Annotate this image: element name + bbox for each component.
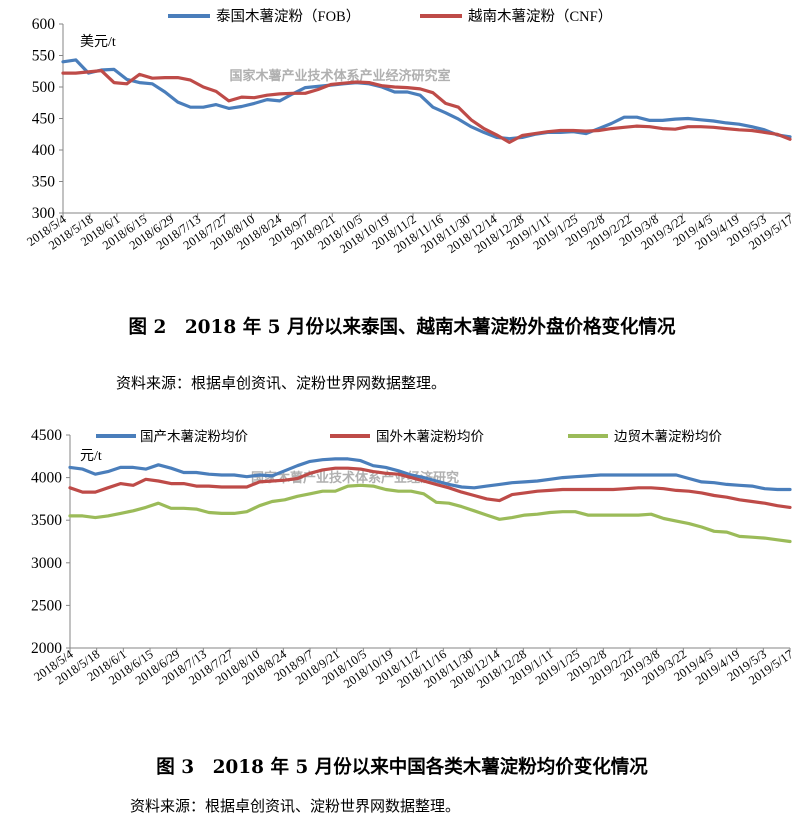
legend-label-3: 边贸木薯淀粉均价 xyxy=(614,429,722,444)
series-line-1 xyxy=(68,457,792,492)
legend-label-1: 国产木薯淀粉均价 xyxy=(140,429,248,444)
y-tick-label: 4500 xyxy=(31,427,62,444)
figure-3-source: 资料来源：根据卓创资讯、淀粉世界网数据整理。 xyxy=(130,797,461,815)
series-line-3 xyxy=(68,483,792,544)
y-tick-label: 3500 xyxy=(31,512,62,529)
figure-2-caption: 图 2 2018 年 5 月份以来泰国、越南木薯淀粉外盘价格变化情况 xyxy=(128,317,676,338)
series-line-2 xyxy=(61,68,792,144)
unit-label: 美元/t xyxy=(80,34,116,50)
series-line-2 xyxy=(68,466,792,510)
figure-2-source: 资料来源：根据卓创资讯、淀粉世界网数据整理。 xyxy=(116,374,447,392)
y-tick-label: 350 xyxy=(32,174,56,191)
legend-label-2: 越南木薯淀粉（CNF） xyxy=(468,8,612,25)
chart-thai-vietnam-export-prices: 3003504004505005506002018/5/42018/5/1820… xyxy=(24,8,795,256)
y-tick-label: 300 xyxy=(32,205,56,222)
y-tick-label: 3000 xyxy=(31,555,62,572)
legend-label-1: 泰国木薯淀粉（FOB） xyxy=(216,8,360,25)
chart-china-domestic-prices: 2000250030003500400045002018/5/42018/5/1… xyxy=(31,427,796,691)
y-tick-label: 450 xyxy=(32,111,56,128)
y-tick-label: 4000 xyxy=(31,470,62,487)
series-line-1 xyxy=(61,58,792,141)
y-tick-label: 500 xyxy=(32,79,56,96)
y-tick-label: 400 xyxy=(32,142,56,159)
y-tick-label: 550 xyxy=(32,48,56,65)
y-tick-label: 600 xyxy=(32,16,56,33)
unit-label: 元/t xyxy=(80,449,102,464)
legend-label-2: 国外木薯淀粉均价 xyxy=(376,429,484,444)
figure-3-caption: 图 3 2018 年 5 月份以来中国各类木薯淀粉均价变化情况 xyxy=(156,757,648,778)
y-tick-label: 2000 xyxy=(31,640,62,657)
y-tick-label: 2500 xyxy=(31,597,62,614)
watermark: 国家木薯产业技术体系产业经济研究室 xyxy=(229,68,450,83)
